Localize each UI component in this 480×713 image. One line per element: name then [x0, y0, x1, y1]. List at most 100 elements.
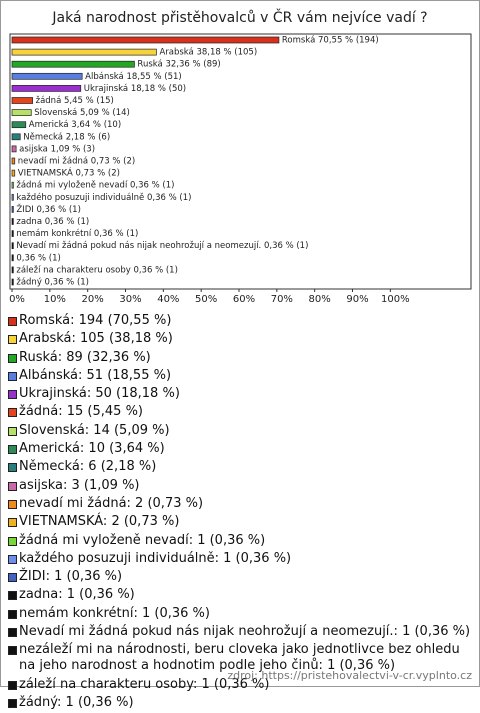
- legend-item: Ruská: 89 (32,36 %): [7, 350, 472, 366]
- legend-item: Ukrajinská: 50 (18,18 %): [7, 386, 472, 402]
- legend-label: Americká: 10 (3,64 %): [19, 441, 165, 456]
- legend-item: nevadí mi žádná: 2 (0,73 %): [7, 496, 472, 512]
- legend-swatch: [8, 628, 17, 637]
- legend-swatch: [8, 573, 17, 582]
- bar-label: žádný 0,36 % (1): [16, 278, 89, 288]
- bar: [12, 267, 13, 273]
- bar-label: Slovenská 5,09 % (14): [34, 108, 130, 118]
- legend-swatch: [8, 463, 17, 472]
- legend-swatch: [8, 482, 17, 491]
- legend-label: VIETNAMSKÁ: 2 (0,73 %): [19, 514, 179, 529]
- legend-label: Arabská: 105 (38,18 %): [19, 331, 173, 346]
- bar-label: asijska 1,09 % (3): [19, 144, 95, 154]
- bar-label: ŽIDI 0,36 % (1): [16, 203, 81, 215]
- legend-label: Romská: 194 (70,55 %): [19, 313, 171, 328]
- bar: [12, 85, 81, 91]
- legend-swatch: [8, 372, 17, 381]
- legend-label: každého posuzuji individuálně: 1 (0,36 %…: [19, 551, 291, 566]
- legend-item: žádná: 15 (5,45 %): [7, 404, 472, 420]
- legend-label: Ukrajinská: 50 (18,18 %): [19, 386, 180, 401]
- bar: [12, 206, 13, 212]
- legend-label: žádný: 1 (0,36 %): [19, 695, 134, 710]
- x-tick-label: 10%: [44, 294, 66, 305]
- bar: [12, 279, 13, 285]
- bar: [12, 194, 13, 200]
- legend-label: Ruská: 89 (32,36 %): [19, 350, 151, 365]
- legend-swatch: [8, 646, 17, 655]
- legend-item: Albánská: 51 (18,55 %): [7, 368, 472, 384]
- bar: [12, 170, 15, 176]
- x-tick-label: 90%: [346, 294, 368, 305]
- legend-swatch: [8, 445, 17, 454]
- x-tick-label: 20%: [82, 294, 104, 305]
- legend-swatch: [8, 610, 17, 619]
- bar-label: Nevadí mi žádná pokud nás nijak neohrožu…: [16, 241, 308, 251]
- x-tick-label: 80%: [309, 294, 331, 305]
- legend-item: Arabská: 105 (38,18 %): [7, 331, 472, 347]
- bar-label: Ukrajinská 18,18 % (50): [84, 84, 186, 94]
- x-tick-label: 30%: [119, 294, 141, 305]
- bar-label: zadna 0,36 % (1): [16, 217, 89, 227]
- legend-item: žádná mi vyloženě nevadí: 1 (0,36 %): [7, 533, 472, 549]
- legend-swatch: [8, 591, 17, 600]
- bar-label: 0,36 % (1): [16, 253, 60, 263]
- legend-swatch: [8, 335, 17, 344]
- chart: Jaká narodnost přistěhovalců v ČR vám ne…: [0, 0, 480, 310]
- legend-label: ŽIDI: 1 (0,36 %): [19, 569, 122, 584]
- legend-label: nevadí mi žádná: 2 (0,73 %): [19, 496, 203, 511]
- bar: [12, 37, 279, 43]
- bar: [12, 134, 20, 140]
- legend-item: Romská: 194 (70,55 %): [7, 313, 472, 329]
- legend-item: zadna: 1 (0,36 %): [7, 587, 472, 603]
- legend-item: Nevadí mi žádná pokud nás nijak neohrožu…: [7, 624, 472, 640]
- legend-item: žádný: 1 (0,36 %): [7, 695, 472, 711]
- x-tick-label: 40%: [157, 294, 179, 305]
- x-tick-label: 50%: [195, 294, 217, 305]
- bar: [12, 182, 13, 188]
- bar-label: Německá 2,18 % (6): [23, 132, 110, 142]
- legend-label: Slovenská: 14 (5,09 %): [19, 423, 170, 438]
- bar-label: záleží na charakteru osoby 0,36 % (1): [16, 265, 178, 275]
- legend-swatch: [8, 317, 17, 326]
- legend-swatch: [8, 681, 17, 690]
- bar: [12, 49, 156, 55]
- bar-label: žádná mi vyloženě nevadí 0,36 % (1): [16, 181, 174, 191]
- legend-swatch: [8, 537, 17, 546]
- bar: [12, 73, 82, 79]
- bar-label: každého posuzuji individuálně 0,36 % (1): [16, 192, 191, 203]
- legend-item: nemám konkrétní: 1 (0,36 %): [7, 606, 472, 622]
- legend-label: Německá: 6 (2,18 %): [19, 459, 156, 474]
- x-tick-label: 60%: [233, 294, 255, 305]
- bar: [12, 219, 13, 225]
- x-tick-label: 100%: [381, 294, 410, 305]
- legend-item: každého posuzuji individuálně: 1 (0,36 %…: [7, 551, 472, 567]
- bar: [12, 146, 16, 152]
- bar: [12, 110, 31, 116]
- legend-label: Nevadí mi žádná pokud nás nijak neohrožu…: [19, 624, 470, 639]
- legend-swatch: [8, 427, 17, 436]
- legend-swatch: [8, 500, 17, 509]
- source: zdroj: https://pristehovalectvi-v-cr.vyp…: [227, 669, 472, 682]
- bar-label: VIETNAMSKÁ 0,73 % (2): [18, 167, 120, 179]
- legend-item: VIETNAMSKÁ: 2 (0,73 %): [7, 514, 472, 530]
- bar: [12, 122, 26, 128]
- bar-label: nemám konkrétní 0,36 % (1): [16, 228, 138, 239]
- legend-item: Americká: 10 (3,64 %): [7, 441, 472, 457]
- bar: [12, 61, 134, 67]
- bar-label: Arabská 38,18 % (105): [159, 48, 257, 58]
- legend: Romská: 194 (70,55 %) Arabská: 105 (38,18…: [7, 313, 472, 713]
- bar-label: Americká 3,64 % (10): [29, 120, 121, 130]
- x-tick-label: 0%: [9, 294, 25, 305]
- legend-label: zadna: 1 (0,36 %): [19, 587, 135, 602]
- legend-label: asijska: 3 (1,09 %): [19, 478, 140, 493]
- bar: [12, 158, 15, 164]
- bar: [12, 243, 13, 249]
- bar: [12, 98, 33, 104]
- legend-swatch: [8, 354, 17, 363]
- legend-item: Německá: 6 (2,18 %): [7, 459, 472, 475]
- legend-swatch: [8, 518, 17, 527]
- bar-label: žádná 5,45 % (15): [36, 96, 114, 106]
- bar-label: nevadí mi žádná 0,73 % (2): [18, 157, 135, 167]
- bar-label: Romská 70,55 % (194): [282, 36, 379, 46]
- legend-swatch: [8, 699, 17, 708]
